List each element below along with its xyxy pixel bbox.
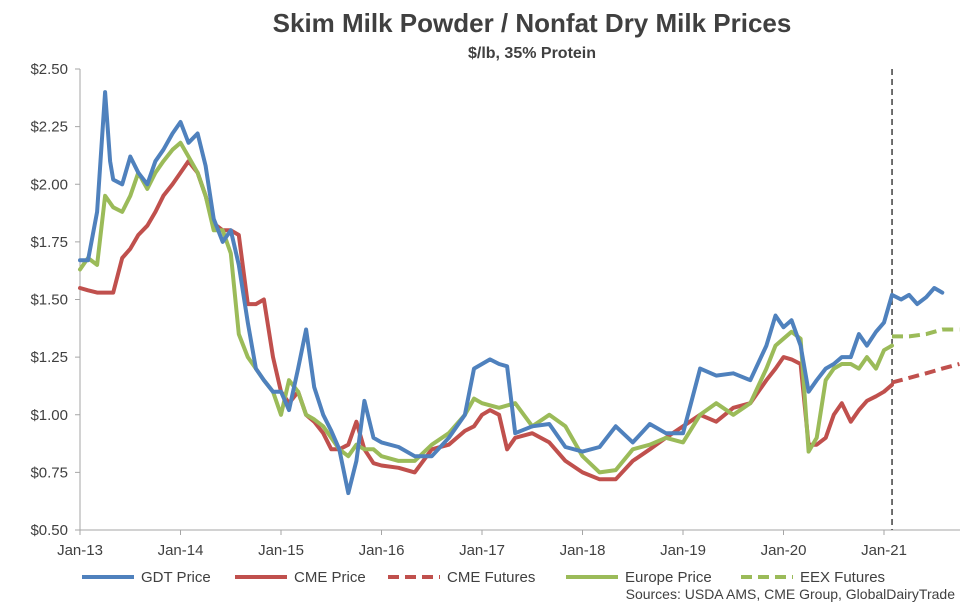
legend-label: CME Futures [447,569,535,586]
x-tick-label: Jan-18 [560,542,606,559]
legend-label: EEX Futures [800,569,885,586]
series-line-eex-futures [892,327,960,339]
y-tick-label: $0.75 [30,464,68,481]
y-tick-label: $2.00 [30,176,68,193]
chart-title: Skim Milk Powder / Nonfat Dry Milk Price… [273,8,792,38]
source-note: Sources: USDA AMS, CME Group, GlobalDair… [626,586,956,602]
y-tick-label: $1.75 [30,234,68,251]
series-line-cme-price [78,159,894,482]
legend-label: Europe Price [625,569,712,586]
y-tick-label: $1.25 [30,349,68,366]
series-line-cme-futures [891,362,960,385]
y-tick-label: $0.50 [30,522,68,539]
x-tick-label: Jan-16 [359,542,405,559]
x-tick-label: Jan-20 [761,542,807,559]
x-tick-label: Jan-15 [258,542,304,559]
plot-area: $0.50 $0.75 $1.00 $1.25 $1.50 $1.75 $2.00 $2.25… [30,61,960,559]
legend: GDT Price CME Price CME Futures Europe Pric… [82,569,885,586]
series-lines [78,90,960,496]
x-tick-label: Jan-19 [660,542,706,559]
x-tick-label: Jan-21 [861,542,907,559]
x-tick-label: Jan-17 [459,542,505,559]
x-tick-label: Jan-14 [158,542,204,559]
y-tick-label: $2.50 [30,61,68,78]
chart-subtitle: $/lb, 35% Protein [468,45,596,62]
legend-label: CME Price [294,569,366,586]
series-line-gdt-price [78,90,945,496]
y-tick-label: $1.00 [30,407,68,424]
x-tick-label: Jan-13 [57,542,103,559]
y-tick-label: $1.50 [30,292,68,309]
y-tick-label: $2.25 [30,119,68,136]
legend-label: GDT Price [141,569,211,586]
series-line-europe-price [78,140,894,475]
